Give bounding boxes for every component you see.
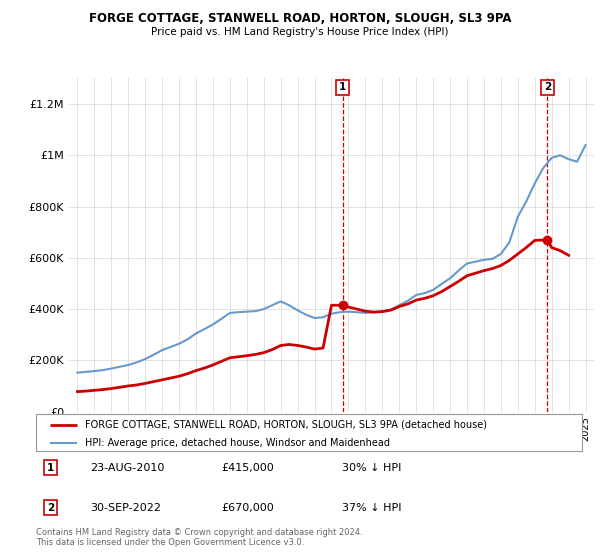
Text: £670,000: £670,000	[221, 503, 274, 513]
Text: 37% ↓ HPI: 37% ↓ HPI	[342, 503, 401, 513]
Text: FORGE COTTAGE, STANWELL ROAD, HORTON, SLOUGH, SL3 9PA: FORGE COTTAGE, STANWELL ROAD, HORTON, SL…	[89, 12, 511, 25]
Text: 2: 2	[47, 503, 54, 513]
Text: 23-AUG-2010: 23-AUG-2010	[91, 463, 165, 473]
Text: 30-SEP-2022: 30-SEP-2022	[91, 503, 161, 513]
Text: 1: 1	[339, 82, 346, 92]
Text: 30% ↓ HPI: 30% ↓ HPI	[342, 463, 401, 473]
Text: Contains HM Land Registry data © Crown copyright and database right 2024.
This d: Contains HM Land Registry data © Crown c…	[36, 528, 362, 547]
Text: HPI: Average price, detached house, Windsor and Maidenhead: HPI: Average price, detached house, Wind…	[85, 438, 390, 448]
Text: £415,000: £415,000	[221, 463, 274, 473]
Text: FORGE COTTAGE, STANWELL ROAD, HORTON, SLOUGH, SL3 9PA (detached house): FORGE COTTAGE, STANWELL ROAD, HORTON, SL…	[85, 419, 487, 430]
Text: 2: 2	[544, 82, 551, 92]
Text: Price paid vs. HM Land Registry's House Price Index (HPI): Price paid vs. HM Land Registry's House …	[151, 27, 449, 37]
Text: 1: 1	[47, 463, 54, 473]
FancyBboxPatch shape	[36, 414, 582, 451]
